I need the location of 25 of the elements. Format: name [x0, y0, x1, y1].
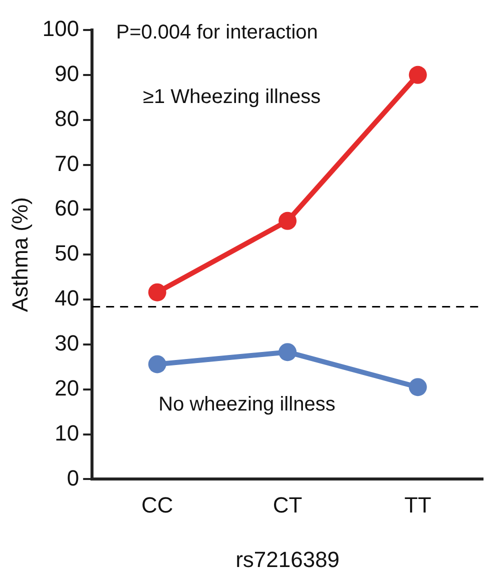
y-tick-label: 50 — [54, 240, 80, 266]
series-label: No wheezing illness — [158, 394, 336, 416]
x-axis-title: rs7216389 — [236, 546, 340, 572]
y-tick-label: 20 — [54, 375, 80, 400]
y-tick-label: 10 — [54, 420, 80, 446]
point — [148, 355, 166, 374]
x-tick-label: TT — [404, 492, 432, 518]
y-tick-label: 70 — [54, 150, 80, 176]
x-tick-label: CC — [141, 492, 174, 518]
y-tick-label: 90 — [54, 60, 80, 86]
x-tick-label: CT — [272, 492, 302, 518]
y-tick-label: 0 — [66, 465, 80, 490]
point — [148, 283, 166, 302]
y-tick-label: 40 — [54, 286, 80, 311]
point — [278, 212, 297, 230]
y-axis-title: Asthma (%) — [7, 197, 32, 312]
annotation: P=0.004 for interaction — [116, 22, 318, 44]
point — [278, 343, 297, 362]
text: ≥1 Wheezing illness — [142, 86, 321, 108]
y-tick-label: 80 — [54, 106, 80, 131]
y-tick-label: 30 — [54, 330, 80, 356]
y-tick-label: 100 — [42, 16, 80, 42]
point — [408, 66, 427, 84]
point — [408, 378, 427, 396]
y-tick-label: 60 — [54, 196, 80, 221]
